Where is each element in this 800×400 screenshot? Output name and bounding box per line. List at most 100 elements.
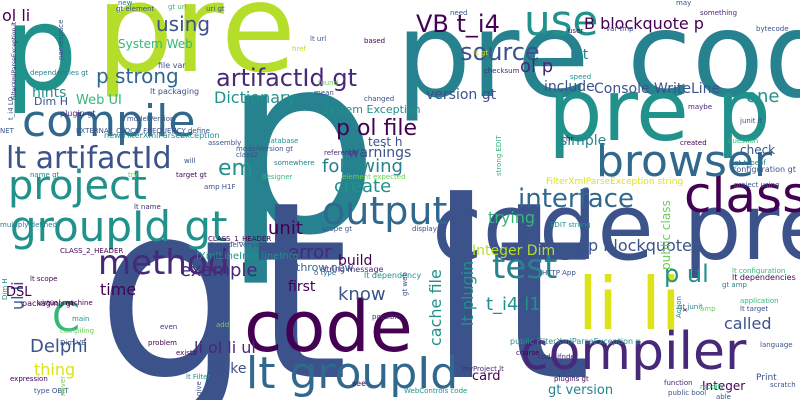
- word: example: [180, 260, 258, 281]
- word: application: [740, 297, 779, 305]
- word: public class: [659, 200, 673, 270]
- word: gt amp: [722, 281, 747, 289]
- word: lt packaging: [150, 87, 200, 96]
- word: HTTP App: [542, 269, 576, 277]
- word: lt modelVersion: [210, 241, 265, 249]
- word: test: [492, 247, 558, 287]
- word: gt url: [168, 3, 187, 11]
- word: assembly: [208, 139, 242, 147]
- word: Dim H: [1, 278, 9, 300]
- word: amp H1F: [204, 183, 236, 191]
- word: Print: [756, 373, 777, 383]
- word: source: [460, 38, 540, 66]
- word: lt Filter: [186, 373, 211, 381]
- word: li ol li ul: [194, 338, 256, 357]
- word: class: [684, 166, 800, 224]
- word: uri gt: [206, 5, 225, 13]
- word: p strong: [96, 64, 179, 88]
- word: hints: [32, 85, 67, 101]
- word: dependencies gt: [30, 69, 89, 77]
- word: interface: [518, 184, 634, 214]
- word: give: [195, 381, 203, 396]
- word: EXTERNAL_CLOCK_FREQUENCY define: [76, 127, 210, 135]
- word: configuration gt: [732, 165, 796, 174]
- word: new FilterXmlParseException: [104, 131, 220, 140]
- word: problem: [148, 339, 177, 347]
- word: version gt: [426, 87, 497, 103]
- word: cache file: [426, 269, 445, 346]
- word: p ol file: [336, 116, 418, 141]
- word: href: [292, 45, 306, 53]
- word: modelVersion gt: [236, 145, 293, 153]
- word: Integer Dim: [472, 243, 556, 259]
- word: lt name: [134, 203, 161, 211]
- word: called: [724, 314, 772, 333]
- word: make: [208, 361, 247, 377]
- word: mean: [314, 89, 334, 97]
- word: user: [568, 27, 584, 35]
- word: lt groupId: [246, 348, 459, 399]
- word: hr: [566, 135, 574, 143]
- word: element expected: [342, 173, 406, 181]
- word: question: [728, 137, 759, 145]
- word: gt element: [116, 5, 155, 13]
- word: new: [118, 0, 133, 7]
- word: display: [412, 225, 437, 233]
- word: card: [472, 369, 501, 384]
- word: code pre: [432, 174, 800, 281]
- word: lt gt: [474, 49, 489, 57]
- word: warnings: [348, 145, 412, 161]
- word: ol p: [520, 56, 554, 77]
- word: maybe: [688, 103, 713, 111]
- word: IXmlLineInfo lineInfo: [196, 251, 299, 262]
- word: artifactId gt: [216, 64, 357, 92]
- word: code: [244, 286, 413, 368]
- word: may: [676, 0, 692, 7]
- word: name gt: [30, 171, 60, 179]
- word: p blockquote: [588, 236, 692, 255]
- word: database: [266, 137, 299, 145]
- word: file var: [158, 61, 186, 70]
- word: first: [288, 279, 316, 295]
- word: Dim H: [34, 95, 69, 108]
- word: lt modelVersion: [120, 115, 175, 123]
- word: know: [338, 284, 386, 305]
- word: int: [570, 47, 589, 63]
- word: somewhere: [274, 159, 315, 167]
- word: li li: [578, 262, 681, 346]
- word: code ifndef: [538, 353, 578, 361]
- word: lt target: [740, 305, 769, 313]
- word: gt version: [548, 383, 614, 398]
- word: even: [160, 323, 178, 331]
- word: include: [544, 79, 595, 95]
- word: CLASS_1_HEADER: [208, 235, 272, 243]
- word: bytecode: [756, 25, 789, 33]
- word: scope gt: [322, 225, 352, 233]
- word: gt lt: [96, 150, 592, 400]
- word: gt typeof: [734, 159, 766, 167]
- word: strong EDIT: [495, 135, 503, 176]
- word: based: [364, 37, 386, 45]
- word: target gt: [176, 171, 207, 179]
- word: course: [516, 349, 540, 357]
- word: designer: [262, 173, 293, 181]
- word: gt web: [401, 272, 409, 296]
- word: need: [450, 9, 468, 17]
- word: DSL: [6, 285, 32, 300]
- word: lt scope: [30, 275, 58, 283]
- word: checksum: [484, 67, 520, 75]
- word: System Exception: [322, 103, 421, 116]
- word: thing: [34, 360, 76, 379]
- word: something: [700, 9, 738, 17]
- word: junit lt: [740, 117, 763, 125]
- word: able: [716, 393, 731, 400]
- word: one: [746, 86, 780, 107]
- word: VB t_i4: [416, 10, 500, 38]
- word: compiler: [520, 322, 747, 382]
- word: pre: [96, 0, 296, 100]
- word: project: [8, 163, 147, 209]
- word: pre code: [396, 0, 800, 124]
- word: FilterXmlParseException string: [546, 177, 684, 187]
- word: o type: [314, 269, 337, 277]
- word: B blockquote p: [584, 14, 704, 33]
